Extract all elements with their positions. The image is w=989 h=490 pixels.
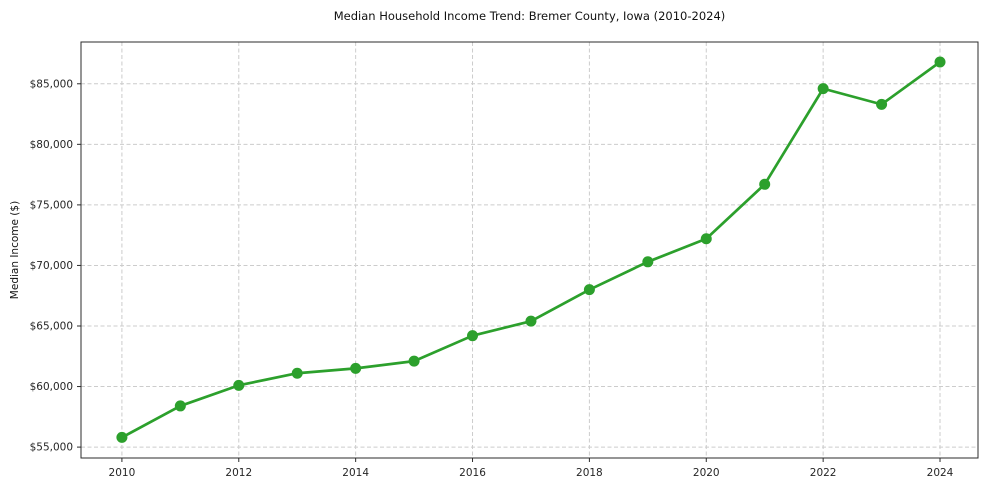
x-tick-label: 2018 (576, 467, 603, 479)
y-tick-label: $70,000 (30, 260, 73, 272)
data-point-2020 (700, 233, 712, 245)
x-tick-label: 2012 (225, 467, 252, 479)
data-point-2014 (350, 362, 362, 374)
data-point-2017 (525, 315, 537, 327)
data-point-2011 (174, 400, 186, 412)
data-point-2012 (233, 379, 245, 391)
y-tick-label: $55,000 (30, 442, 73, 454)
data-point-2013 (291, 367, 303, 379)
y-tick-label: $80,000 (30, 139, 73, 151)
data-point-2010 (116, 431, 128, 443)
data-point-2021 (759, 178, 771, 190)
x-tick-label: 2024 (927, 467, 954, 479)
x-tick-label: 2014 (342, 467, 369, 479)
x-tick-label: 2010 (109, 467, 136, 479)
y-tick-label: $75,000 (30, 199, 73, 211)
data-point-2023 (876, 98, 888, 110)
chart-title: Median Household Income Trend: Bremer Co… (333, 9, 726, 23)
x-tick-label: 2016 (459, 467, 486, 479)
data-point-2022 (817, 83, 829, 95)
x-tick-label: 2020 (693, 467, 720, 479)
y-tick-label: $65,000 (30, 320, 73, 332)
plot-border (80, 41, 979, 459)
income-trend-line (120, 60, 942, 439)
y-tick-label: $60,000 (30, 381, 73, 393)
y-tick-label: $85,000 (30, 78, 73, 90)
data-point-2019 (642, 256, 654, 268)
x-tick-label: 2022 (810, 467, 837, 479)
data-point-2018 (583, 284, 595, 296)
data-point-2016 (467, 330, 479, 342)
data-point-2015 (408, 355, 420, 367)
data-point-2024 (934, 56, 946, 68)
